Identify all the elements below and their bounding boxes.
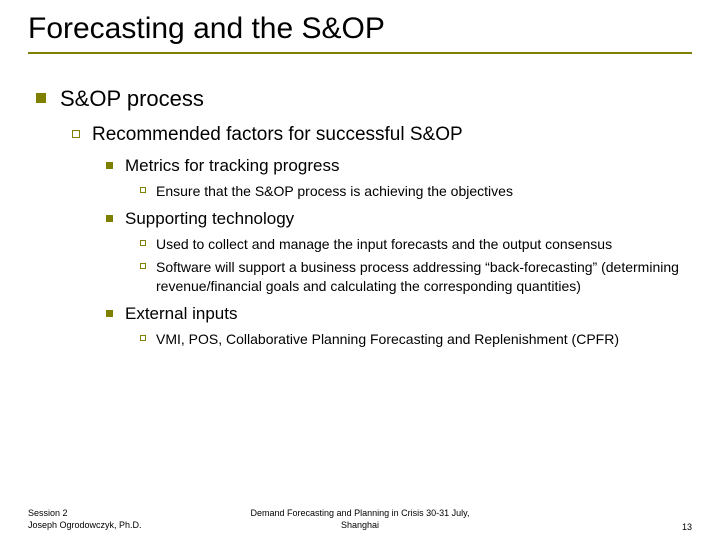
bullet-text: Supporting technology (125, 209, 294, 229)
bullet-text: Used to collect and manage the input for… (156, 235, 612, 254)
slide: Forecasting and the S&OP S&OP process Re… (0, 0, 720, 540)
bullet-text: Software will support a business process… (156, 258, 692, 296)
bullet-text: Recommended factors for successful S&OP (92, 124, 463, 146)
bullet-text: External inputs (125, 304, 237, 324)
bullet-level2: Recommended factors for successful S&OP (36, 124, 692, 146)
slide-content: S&OP process Recommended factors for suc… (28, 86, 692, 348)
hollow-square-bullet-icon (72, 130, 80, 138)
hollow-square-bullet-icon (140, 240, 146, 246)
bullet-level4: Ensure that the S&OP process is achievin… (36, 182, 692, 201)
square-bullet-icon (106, 162, 113, 169)
bullet-level4: VMI, POS, Collaborative Planning Forecas… (36, 330, 692, 349)
bullet-level3: External inputs (36, 304, 692, 324)
square-bullet-icon (106, 215, 113, 222)
bullet-text: S&OP process (60, 86, 204, 112)
hollow-square-bullet-icon (140, 187, 146, 193)
square-bullet-icon (36, 93, 46, 103)
event-label: Demand Forecasting and Planning in Crisi… (0, 507, 720, 520)
location-label: Shanghai (0, 519, 720, 532)
square-bullet-icon (106, 310, 113, 317)
bullet-level3: Supporting technology (36, 209, 692, 229)
footer-center: Demand Forecasting and Planning in Crisi… (0, 507, 720, 532)
bullet-text: Metrics for tracking progress (125, 156, 339, 176)
hollow-square-bullet-icon (140, 335, 146, 341)
bullet-level1: S&OP process (36, 86, 692, 112)
page-number: 13 (682, 522, 692, 532)
bullet-text: VMI, POS, Collaborative Planning Forecas… (156, 330, 619, 349)
bullet-level4: Used to collect and manage the input for… (36, 235, 692, 254)
bullet-text: Ensure that the S&OP process is achievin… (156, 182, 513, 201)
bullet-level3: Metrics for tracking progress (36, 156, 692, 176)
hollow-square-bullet-icon (140, 263, 146, 269)
bullet-level4: Software will support a business process… (36, 258, 692, 296)
slide-title: Forecasting and the S&OP (28, 12, 692, 54)
